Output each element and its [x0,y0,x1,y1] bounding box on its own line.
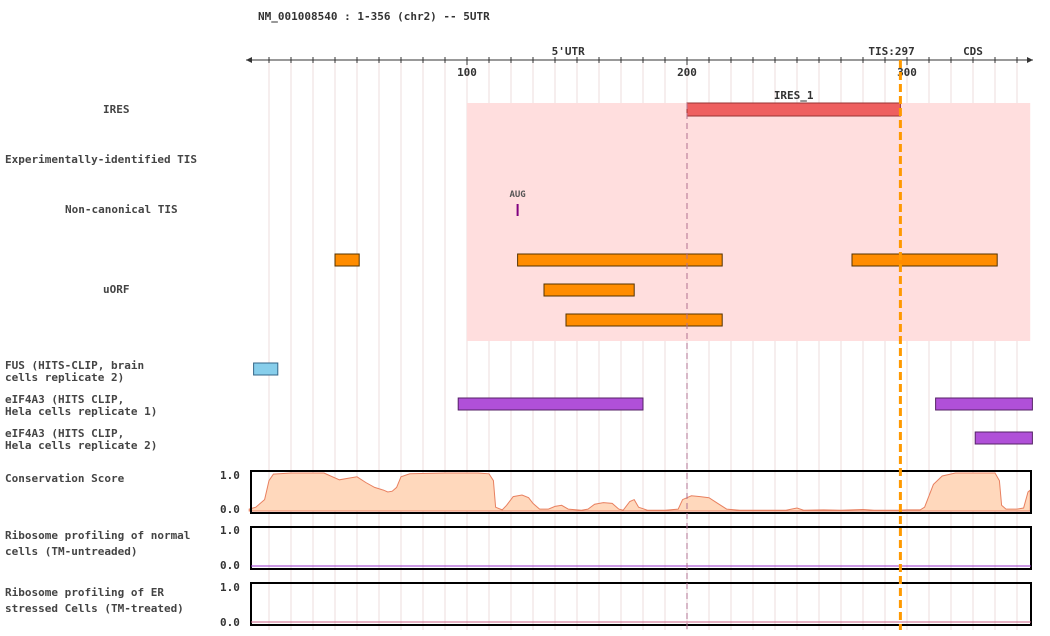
eif4a3-rep1-features [457,397,1033,411]
ribo-er-ymin: 0.0 [220,616,240,629]
track-label-noncanonical-tis: Non-canonical TIS [65,203,178,216]
conservation-ymax: 1.0 [220,469,240,482]
ribo-er-frame [250,582,1032,626]
position-ruler: 100 200 300 [246,57,1033,79]
conservation-area [248,472,1031,512]
tis-label: TIS:297 [868,45,914,58]
uorf-bar [543,283,635,297]
uorf-bar [565,313,723,327]
uorf-features [334,253,998,327]
ruler-tick-label: 300 [897,66,917,79]
track-label-ribo-er-line2: stressed Cells (TM-treated) [5,602,184,615]
track-label-fus-line1: FUS (HITS-CLIP, brain [5,359,144,372]
fus-features [253,362,279,376]
uorf-bar [334,253,360,267]
ruler-tick-label: 200 [677,66,697,79]
eif4a3-rep2-features [974,431,1033,445]
conservation-ymin: 0.0 [220,503,240,516]
ires-feature-bar [686,102,901,117]
track-label-fus-line2: cells replicate 2) [5,371,124,384]
track-label-eif4a3-rep1-line1: eIF4A3 (HITS CLIP, [5,393,124,406]
ires-features: IRES_1 [686,89,901,117]
track-label-eif4a3-rep2-line1: eIF4A3 (HITS CLIP, [5,427,124,440]
conservation-plot: 1.0 0.0 [220,469,1032,516]
uorf-bar [517,253,723,267]
track-label-eif4a3-rep2-line2: Hela cells replicate 2) [5,439,157,452]
eif4a3-rep1-bar [935,397,1033,411]
aug-label: AUG [509,190,525,200]
ires-feature-label: IRES_1 [774,89,814,102]
ribo-normal-frame [250,526,1032,570]
eif4a3-rep1-bar [457,397,644,411]
utr-label: 5'UTR [552,45,585,58]
track-label-ribo-normal-line2: cells (TM-untreaded) [5,545,137,558]
uorf-bar [851,253,998,267]
ribo-er-plot: 1.0 0.0 [220,581,1032,629]
cds-label: CDS [963,45,983,58]
track-label-conservation: Conservation Score [5,472,125,485]
fus-bar [253,362,279,376]
noncanonical-tis-features: AUG [509,190,526,216]
ires-region-highlight [467,103,1031,341]
track-label-ires: IRES [103,103,130,116]
track-label-ribo-er-line1: Ribosome profiling of ER [5,586,164,599]
ruler-tick-label: 100 [457,66,477,79]
track-label-experimental-tis: Experimentally-identified TIS [5,153,197,166]
ribo-er-ymax: 1.0 [220,581,240,594]
ribo-normal-plot: 1.0 0.0 [220,524,1032,572]
track-label-eif4a3-rep1-line2: Hela cells replicate 1) [5,405,157,418]
eif4a3-rep2-bar [974,431,1033,445]
track-label-uorf: uORF [103,283,130,296]
ruler-left-arrow-icon [246,57,252,63]
transcript-title: NM_001008540 : 1-356 (chr2) -- 5UTR [258,10,490,23]
conservation-frame [250,470,1032,514]
ribo-normal-ymax: 1.0 [220,524,240,537]
track-label-ribo-normal-line1: Ribosome profiling of normal [5,529,190,542]
ruler-right-arrow-icon [1027,57,1033,63]
ribo-normal-ymin: 0.0 [220,559,240,572]
